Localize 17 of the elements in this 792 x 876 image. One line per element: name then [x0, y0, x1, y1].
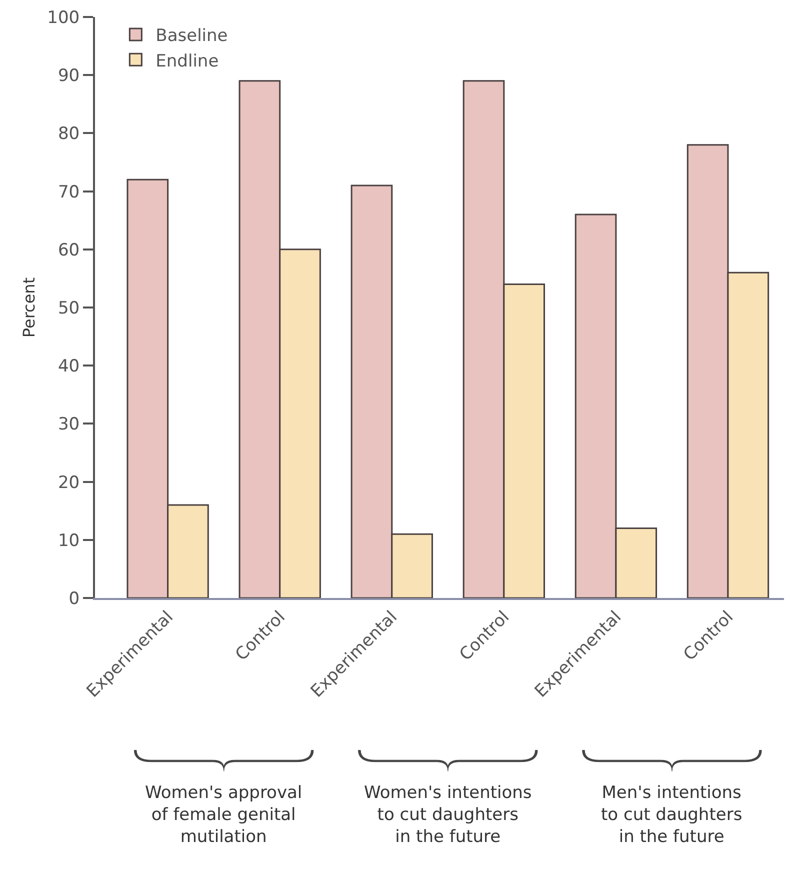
- y-tick-label: 30: [58, 414, 80, 435]
- legend-label: Endline: [156, 51, 219, 72]
- y-axis-title: Percent: [20, 277, 39, 338]
- y-tick-label: 10: [58, 530, 80, 551]
- y-tick-label: 40: [58, 356, 80, 377]
- text: Men's intentions to cut daughters in the future: [601, 783, 742, 848]
- y-tick-label: 60: [58, 240, 80, 260]
- y-tick-label: 80: [58, 124, 80, 144]
- y-tick-label: 50: [58, 298, 80, 318]
- legend-label: Baseline: [156, 26, 228, 46]
- text: Women's approval of female genital mutilation: [145, 783, 302, 848]
- y-tick-label: 100: [47, 8, 80, 28]
- y-tick-label: 90: [58, 66, 80, 86]
- y-tick-label: 0: [68, 588, 80, 609]
- text: Women's intentions to cut daughters in the future: [364, 783, 532, 848]
- y-tick-label: 70: [58, 182, 80, 202]
- y-tick-label: 20: [58, 472, 80, 493]
